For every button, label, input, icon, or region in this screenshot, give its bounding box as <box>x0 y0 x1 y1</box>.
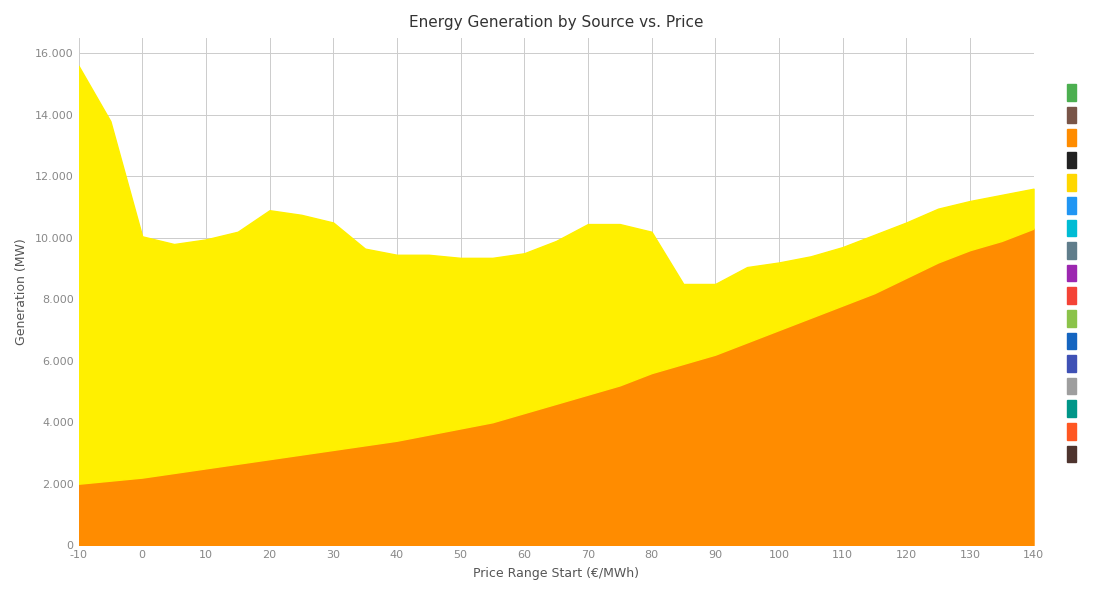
Title: Energy Generation by Source vs. Price: Energy Generation by Source vs. Price <box>409 15 703 30</box>
Y-axis label: Generation (MW): Generation (MW) <box>16 238 28 345</box>
X-axis label: Price Range Start (€/MWh): Price Range Start (€/MWh) <box>474 567 639 580</box>
